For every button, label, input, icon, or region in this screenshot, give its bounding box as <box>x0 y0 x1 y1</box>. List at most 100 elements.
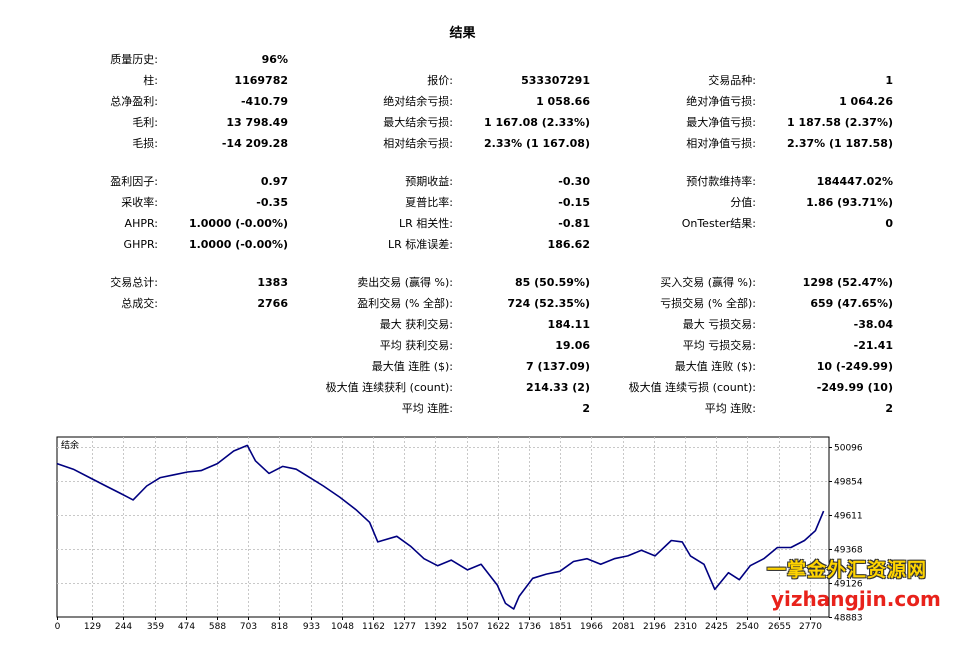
stat-label: 毛损: <box>132 137 158 150</box>
stat-label: 平均 连败: <box>704 402 756 415</box>
stat-value: -0.30 <box>558 175 590 188</box>
stat-value: 1 187.58 (2.37%) <box>787 116 893 129</box>
stat-label: 总净盈利: <box>110 95 158 108</box>
x-tick-label: 2196 <box>643 622 666 632</box>
stat-value: 0 <box>885 217 893 230</box>
stat-value: 1 <box>885 74 893 87</box>
stat-value: -38.04 <box>853 318 893 331</box>
stat-label: 卖出交易 (赢得 %): <box>357 276 453 289</box>
stat-label: 最大 亏损交易: <box>682 318 756 331</box>
stat-value: 1169782 <box>234 74 288 87</box>
stat-label: 分值: <box>730 196 756 209</box>
report-title: 结果 <box>449 26 476 41</box>
stat-value: 1383 <box>257 276 288 289</box>
y-tick-label: 50096 <box>834 444 863 454</box>
stat-value: 2 <box>885 402 893 415</box>
stat-label: 质量历史: <box>110 53 158 66</box>
watermark-line2: yizhangjin.com <box>771 587 941 611</box>
stat-value: 2 <box>582 402 590 415</box>
stat-value: -21.41 <box>853 339 893 352</box>
watermark: 一掌金外汇资源网 yizhangjin.com <box>767 555 947 615</box>
x-tick-label: 1277 <box>393 622 416 632</box>
x-tick-label: 2540 <box>736 622 759 632</box>
stat-value: 7 (137.09) <box>526 360 590 373</box>
stat-label: 盈利交易 (% 全部): <box>357 297 453 310</box>
x-tick-label: 1736 <box>518 622 541 632</box>
x-tick-label: 2425 <box>705 622 728 632</box>
stat-value: 533307291 <box>521 74 590 87</box>
x-tick-label: 2655 <box>768 622 791 632</box>
stat-value: 0.97 <box>260 175 288 188</box>
y-tick-label: 49368 <box>834 546 863 556</box>
stat-value: 1.86 (93.71%) <box>806 196 893 209</box>
stat-value: 1.0000 (-0.00%) <box>188 217 288 230</box>
y-tick-label: 49611 <box>834 512 863 522</box>
stat-label: 最大值 连败 ($): <box>674 360 756 373</box>
stat-value: -0.81 <box>558 217 590 230</box>
stat-value: 96% <box>261 53 288 66</box>
stat-label: 平均 获利交易: <box>379 339 453 352</box>
stat-label: AHPR: <box>124 217 158 230</box>
stat-label: 相对净值亏损: <box>686 137 756 150</box>
stat-label: 亏损交易 (% 全部): <box>660 297 756 310</box>
stat-label: 最大结余亏损: <box>383 116 453 129</box>
x-tick-label: 1966 <box>580 622 603 632</box>
stat-label: 相对结余亏损: <box>383 137 453 150</box>
stat-label: 交易总计: <box>110 276 158 289</box>
stat-value: 724 (52.35%) <box>507 297 590 310</box>
stat-label: 买入交易 (赢得 %): <box>660 276 756 289</box>
x-tick-label: 1392 <box>424 622 447 632</box>
plot-frame <box>56 436 830 618</box>
x-tick-label: 129 <box>84 622 101 632</box>
x-tick-label: 2770 <box>799 622 822 632</box>
chart-title: 结余 <box>61 439 79 451</box>
stat-label: 报价: <box>427 74 453 87</box>
x-tick-label: 2081 <box>612 622 635 632</box>
stat-label: 绝对结余亏损: <box>383 95 453 108</box>
x-tick-label: 2310 <box>674 622 697 632</box>
x-tick-label: 1507 <box>456 622 479 632</box>
stat-label: 极大值 连续亏损 (count): <box>628 381 756 394</box>
stat-label: GHPR: <box>123 238 158 251</box>
x-tick-label: 359 <box>147 622 164 632</box>
x-tick-label: 703 <box>240 622 257 632</box>
stat-label: 绝对净值亏损: <box>686 95 756 108</box>
x-tick-label: 588 <box>209 622 226 632</box>
stat-value: 10 (-249.99) <box>816 360 893 373</box>
stat-value: 2.33% (1 167.08) <box>484 137 590 150</box>
stat-value: 184.11 <box>547 318 590 331</box>
stat-value: 1 064.26 <box>839 95 893 108</box>
stat-value: -14 209.28 <box>221 137 288 150</box>
stat-label: 盈利因子: <box>110 175 158 188</box>
x-tick-label: 244 <box>115 622 132 632</box>
stat-value: -410.79 <box>240 95 288 108</box>
stat-label: 毛利: <box>132 116 158 129</box>
y-tick-label: 48883 <box>834 614 863 624</box>
stat-label: 总成交: <box>121 297 158 310</box>
stat-value: 1298 (52.47%) <box>802 276 893 289</box>
stat-label: 柱: <box>143 74 158 87</box>
stat-value: 214.33 (2) <box>526 381 590 394</box>
stat-label: 最大净值亏损: <box>686 116 756 129</box>
stat-label: 平均 连胜: <box>401 402 453 415</box>
stat-value: -249.99 (10) <box>816 381 893 394</box>
stat-value: -0.35 <box>256 196 288 209</box>
stat-label: 预付款维持率: <box>686 175 756 188</box>
x-tick-label: 1048 <box>331 622 354 632</box>
balance-series-line <box>56 444 825 610</box>
stat-value: 659 (47.65%) <box>810 297 893 310</box>
stat-value: 19.06 <box>555 339 590 352</box>
x-tick-label: 933 <box>303 622 320 632</box>
stat-label: 平均 亏损交易: <box>682 339 756 352</box>
stat-label: LR 标准误差: <box>388 238 453 251</box>
stat-label: 交易品种: <box>708 74 756 87</box>
stat-value: 2.37% (1 187.58) <box>787 137 893 150</box>
stat-value: -0.15 <box>558 196 590 209</box>
stat-label: LR 相关性: <box>399 217 453 230</box>
stat-value: 1 058.66 <box>536 95 590 108</box>
stat-value: 184447.02% <box>816 175 893 188</box>
x-tick-label: 1851 <box>549 622 572 632</box>
stat-value: 1 167.08 (2.33%) <box>484 116 590 129</box>
